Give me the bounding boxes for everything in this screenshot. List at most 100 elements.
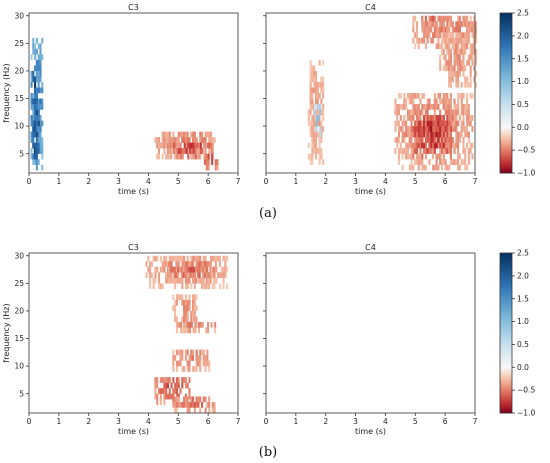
heatmap-cell [460,65,463,72]
heatmap-cell [188,355,191,361]
heatmap-cell [174,255,177,262]
heatmap-cell [34,93,37,99]
heatmap-cell [175,327,178,334]
heatmap-cell [417,142,420,149]
heatmap-cell [172,137,175,143]
heatmap-cell [166,382,170,389]
heatmap-cell [451,142,454,149]
heatmap-cell [414,120,417,127]
heatmap-cell [35,159,38,165]
heatmap-cell [446,142,449,149]
heatmap-cell [184,299,187,306]
colorbar-segment [500,152,512,156]
heatmap-cell [206,283,209,290]
heatmap-cell [32,48,35,55]
heatmap-cell [426,98,429,105]
colorbar-segment [500,63,512,66]
heatmap-cell [408,153,411,160]
heatmap-cell [428,104,431,110]
heatmap-cell [199,396,202,403]
heatmap-cell [435,32,438,39]
heatmap-cell [412,15,415,22]
heatmap-cell [202,283,205,290]
heatmap-cell [174,355,177,361]
heatmap-cell [455,76,458,83]
heatmap-cell [457,120,460,127]
heatmap-cell [34,87,37,94]
colorbar-segment [500,72,512,76]
heatmap-cell [444,137,447,143]
heatmap-cell [458,59,461,66]
heatmap-cell [309,109,312,116]
heatmap-cell [318,81,321,88]
heatmap-cell [166,377,170,383]
heatmap-cell [39,137,42,143]
heatmap-cell [190,355,193,361]
heatmap-cell [432,142,435,149]
heatmap-cell [202,137,205,143]
heatmap-cell [189,321,192,328]
heatmap-cell [209,255,213,262]
y-axis-label: frequency (Hz) [2,303,11,362]
heatmap-cell [39,131,42,138]
heatmap-cell [319,104,322,110]
heatmap-cell [440,26,444,33]
heatmap-cell [169,142,172,149]
colorbar-tick-label: 0.0 [517,363,529,372]
heatmap-cell [419,126,422,132]
heatmap-cell [412,21,415,27]
heatmap-cell [224,255,227,262]
heatmap-cell [446,37,449,44]
panel-title: C4 [365,243,376,252]
heatmap-cell [419,120,422,127]
heatmap-cell [455,120,458,127]
heatmap-cell [442,15,445,22]
heatmap-cell [457,15,460,22]
heatmap-cell [401,120,404,127]
heatmap-cell [439,109,442,116]
heatmap-cell [314,137,318,143]
heatmap-cell [186,137,189,143]
heatmap-cell [473,26,476,33]
heatmap-cell [216,159,219,165]
heatmap-cell [161,142,164,149]
heatmap-cell [457,98,460,105]
heatmap-cell [421,109,424,116]
heatmap-cell [397,104,401,110]
colorbar-segment [500,312,512,316]
heatmap-cell [399,142,402,149]
heatmap-cell [311,131,314,138]
heatmap-cell [206,142,210,149]
heatmap-cell [192,355,195,361]
heatmap-cell [188,393,191,400]
heatmap-cell [192,327,195,334]
heatmap-cell [195,355,198,361]
heatmap-cell [318,148,321,154]
heatmap-cell [433,15,436,22]
colorbar-segment [500,353,512,357]
heatmap-cell [214,164,217,171]
heatmap-cell [424,32,427,39]
heatmap-cell [168,277,171,284]
heatmap-cell [206,272,209,279]
heatmap-cell [161,261,164,267]
heatmap-cell [462,93,465,99]
heatmap-cell [467,137,470,143]
heatmap-cell [204,355,207,361]
heatmap-cell [181,255,184,262]
colorbar-segment [500,342,512,345]
heatmap-cell [421,142,424,149]
heatmap-cell [457,93,460,99]
heatmap-cell [449,153,453,160]
colorbar-tick-label: 1.5 [517,54,529,63]
heatmap-cell [401,126,404,132]
heatmap-cell [34,109,37,116]
heatmap-cell [421,93,424,99]
heatmap-cell [183,321,186,328]
heatmap-cell [440,137,444,143]
plot-frame [265,252,476,414]
heatmap-cell [37,65,40,72]
heatmap-cell [415,142,418,149]
figure-caption: (b) [259,445,277,460]
colorbar-segment [500,42,512,46]
